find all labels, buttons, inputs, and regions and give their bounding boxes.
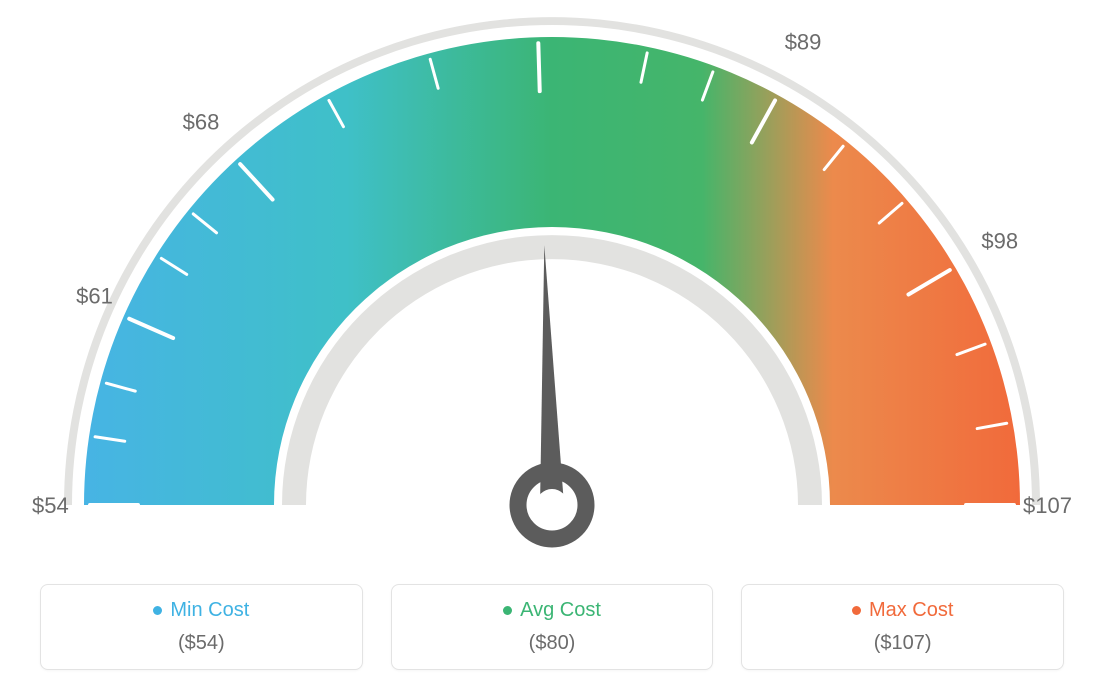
legend-label-max: Max Cost — [869, 599, 953, 622]
legend-value-max: ($107) — [752, 632, 1053, 655]
gauge-tick-label: $54 — [32, 493, 69, 518]
gauge-tick-label: $98 — [981, 229, 1018, 254]
legend-label-min: Min Cost — [170, 599, 249, 622]
gauge-area: $54$61$68$80$89$98$107 — [0, 0, 1104, 560]
legend-card-avg: Avg Cost ($80) — [391, 584, 714, 670]
legend-dot-avg — [503, 606, 512, 615]
legend-card-max: Max Cost ($107) — [741, 584, 1064, 670]
gauge-hub-hole — [536, 489, 568, 521]
gauge-tick-label: $89 — [785, 30, 822, 55]
legend-title-avg: Avg Cost — [503, 599, 601, 622]
gauge-tick-label: $107 — [1023, 493, 1072, 518]
gauge-tick-label: $68 — [183, 109, 220, 134]
gauge-svg: $54$61$68$80$89$98$107 — [0, 0, 1104, 560]
legend-dot-min — [153, 606, 162, 615]
gauge-tick — [538, 43, 539, 91]
cost-gauge-chart: $54$61$68$80$89$98$107 Min Cost ($54) Av… — [0, 0, 1104, 690]
legend-label-avg: Avg Cost — [520, 599, 601, 622]
legend-row: Min Cost ($54) Avg Cost ($80) Max Cost (… — [0, 584, 1104, 670]
legend-value-min: ($54) — [51, 632, 352, 655]
legend-title-max: Max Cost — [852, 599, 953, 622]
legend-value-avg: ($80) — [402, 632, 703, 655]
legend-title-min: Min Cost — [153, 599, 249, 622]
legend-dot-max — [852, 606, 861, 615]
legend-card-min: Min Cost ($54) — [40, 584, 363, 670]
gauge-tick-label: $61 — [76, 283, 113, 308]
